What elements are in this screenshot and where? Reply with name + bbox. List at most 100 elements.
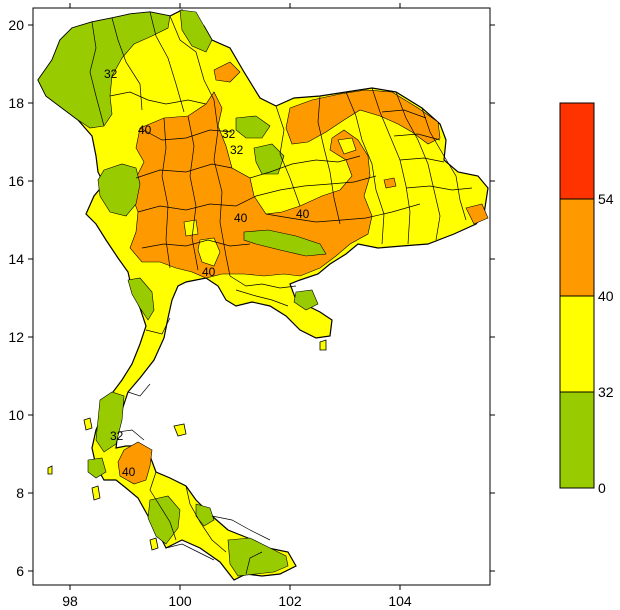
y-tick-label: 12 bbox=[8, 329, 24, 345]
island bbox=[47, 465, 53, 475]
y-tick-label: 20 bbox=[8, 17, 24, 33]
boundary-line bbox=[249, 155, 361, 179]
boundary-line bbox=[169, 15, 215, 101]
class-0-32-regions bbox=[37, 9, 327, 577]
y-axis-labels: 20 18 16 14 12 10 8 6 bbox=[8, 17, 24, 579]
legend-swatch-orange bbox=[559, 198, 595, 297]
northeast-orange-zone bbox=[285, 89, 441, 145]
boundary-line bbox=[139, 127, 233, 141]
north-orange-spot bbox=[213, 61, 241, 83]
x-tick-label: 104 bbox=[388, 593, 412, 609]
y-tick-label: 18 bbox=[8, 95, 24, 111]
x-tick-label: 98 bbox=[62, 593, 78, 609]
legend-label: 40 bbox=[598, 288, 614, 304]
boundary-line bbox=[213, 99, 231, 277]
south-green-zone bbox=[147, 495, 181, 545]
boundary-line bbox=[317, 95, 341, 225]
west-green-zone bbox=[97, 163, 141, 217]
east-orange-spot bbox=[465, 203, 489, 225]
y-tick-label: 6 bbox=[16, 563, 24, 579]
boundary-line bbox=[135, 163, 233, 179]
chanthaburi-green-spot bbox=[293, 289, 319, 311]
boundary-line bbox=[235, 289, 289, 307]
northwest-green-zone bbox=[37, 11, 171, 129]
boundary-line bbox=[117, 429, 145, 441]
contour-labels: 32 40 32 40 32 40 40 32 40 bbox=[104, 67, 310, 479]
x-tick-label: 102 bbox=[278, 593, 302, 609]
island bbox=[149, 537, 159, 551]
contour-label: 40 bbox=[234, 211, 248, 225]
east-border-green-spot bbox=[195, 503, 215, 527]
boundary-line bbox=[393, 133, 441, 141]
boundary-line bbox=[141, 239, 251, 249]
south-border-green-zone bbox=[227, 537, 289, 577]
province-boundaries bbox=[89, 11, 473, 575]
boundary-line bbox=[149, 471, 177, 541]
legend-label: 0 bbox=[598, 480, 606, 496]
north-green-spot bbox=[179, 9, 213, 53]
boundary-line bbox=[187, 115, 199, 271]
boundary-line bbox=[211, 515, 271, 541]
contour-label: 40 bbox=[296, 207, 310, 221]
boundary-line bbox=[421, 107, 467, 221]
boundary-line bbox=[395, 91, 441, 241]
boundary-line bbox=[127, 383, 151, 397]
contour-label: 32 bbox=[230, 143, 244, 157]
legend-label: 32 bbox=[598, 384, 614, 400]
boundary-line bbox=[161, 117, 171, 269]
contour-label: 40 bbox=[138, 123, 152, 137]
contour-label: 40 bbox=[122, 465, 136, 479]
boundary-line bbox=[405, 185, 473, 191]
boundary-line bbox=[399, 157, 445, 163]
loei-green-spot bbox=[253, 143, 285, 175]
coastal-islands bbox=[47, 339, 327, 551]
boundary-line bbox=[229, 275, 297, 289]
y-tick-label: 14 bbox=[8, 251, 24, 267]
central-yellow-island bbox=[183, 219, 199, 237]
x-tick-label: 100 bbox=[168, 593, 192, 609]
south-orange-zone bbox=[117, 441, 153, 485]
boundary-line bbox=[109, 91, 207, 105]
east-green-band bbox=[243, 229, 327, 257]
boundary-line bbox=[185, 485, 227, 553]
northeast-yellow-island bbox=[337, 137, 357, 155]
north-central-green-spot bbox=[235, 115, 271, 139]
legend-swatch-red bbox=[559, 102, 595, 200]
south-west-coast-green bbox=[95, 391, 125, 453]
boundary-line bbox=[165, 543, 215, 561]
boundary-line bbox=[255, 175, 377, 197]
boundary-line bbox=[149, 11, 185, 113]
island bbox=[91, 485, 101, 501]
y-tick-label: 10 bbox=[8, 407, 24, 423]
contour-label: 40 bbox=[202, 265, 216, 279]
color-legend: 54 40 32 0 bbox=[559, 102, 614, 496]
boundary-line bbox=[265, 203, 421, 223]
contour-label: 32 bbox=[110, 429, 124, 443]
class-32-40-islands bbox=[183, 137, 357, 267]
southwest-green-strip bbox=[127, 277, 155, 321]
x-axis-labels: 98 100 102 104 bbox=[62, 593, 412, 609]
boundary-line bbox=[111, 17, 143, 111]
y-tick-label: 8 bbox=[16, 485, 24, 501]
boundary-line bbox=[345, 91, 385, 245]
boundary-line bbox=[245, 551, 263, 575]
contour-label: 32 bbox=[104, 67, 118, 81]
legend-swatch-green bbox=[559, 391, 595, 489]
legend-label: 54 bbox=[598, 191, 614, 207]
south-tip-green bbox=[87, 457, 107, 479]
boundary-line bbox=[381, 109, 427, 119]
bangkok-yellow-island bbox=[197, 237, 221, 267]
boundary-line bbox=[89, 21, 105, 127]
boundary-line bbox=[137, 195, 257, 213]
island bbox=[319, 339, 327, 351]
axis-ticks bbox=[28, 3, 495, 590]
island bbox=[173, 423, 187, 437]
y-tick-label: 16 bbox=[8, 173, 24, 189]
boundary-line bbox=[145, 317, 171, 335]
legend-swatch-yellow bbox=[559, 295, 595, 393]
island bbox=[83, 417, 93, 431]
boundary-line bbox=[275, 105, 301, 207]
contour-label: 32 bbox=[222, 127, 236, 141]
ubon-orange-spot bbox=[383, 177, 397, 189]
